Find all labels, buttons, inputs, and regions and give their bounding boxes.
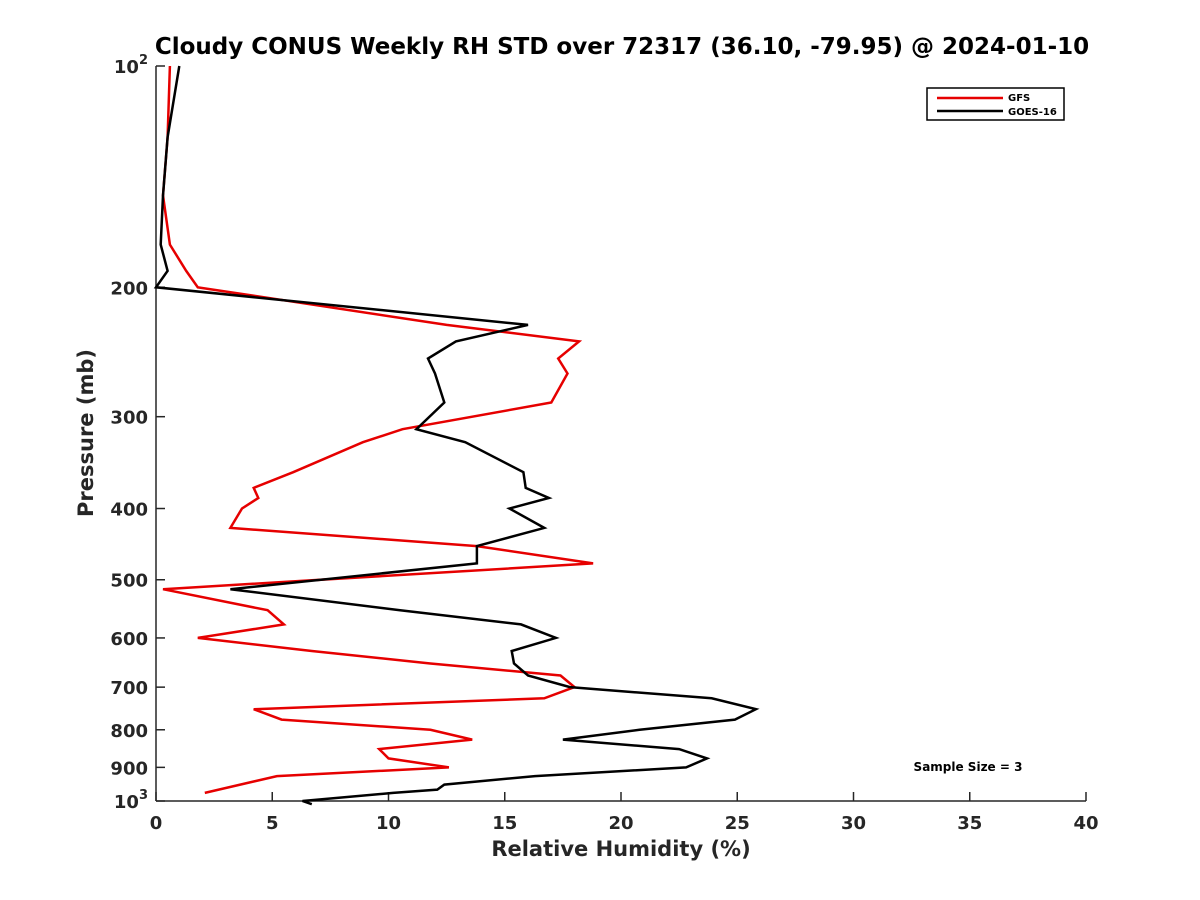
y-axis-label: Pressure (mb)	[74, 349, 98, 517]
x-axis-label: Relative Humidity (%)	[491, 837, 750, 861]
series-layer	[153, 65, 760, 806]
y-tick-label: 300	[110, 408, 148, 429]
x-tick-label: 10	[376, 813, 401, 834]
x-tick-label: 20	[608, 813, 633, 834]
x-tick-label: 40	[1073, 813, 1098, 834]
x-tick-label: 30	[841, 813, 866, 834]
legend-box	[926, 87, 1065, 121]
y-tick-label: 400	[110, 500, 148, 521]
x-axis-ticks: 0 5 10 15 20 25 30 35 40	[150, 792, 1099, 834]
y-tick-label: 103	[114, 788, 148, 813]
series-line-gfs	[161, 65, 594, 795]
chart-title: Cloudy CONUS Weekly RH STD over 72317 (3…	[155, 34, 1089, 60]
y-tick-label: 700	[110, 678, 148, 699]
legend: GFS GOES-16	[926, 87, 1065, 121]
x-tick-label: 0	[150, 813, 163, 834]
y-tick-label: 500	[110, 571, 148, 592]
legend-label-gfs: GFS	[1008, 93, 1030, 104]
y-tick-label: 900	[110, 758, 148, 779]
series-line-goes16	[153, 65, 760, 806]
legend-label-goes16: GOES-16	[1008, 107, 1057, 118]
y-tick-label: 600	[110, 629, 148, 650]
x-tick-label: 25	[725, 813, 750, 834]
y-tick-label: 200	[110, 278, 148, 299]
x-tick-label: 15	[492, 813, 517, 834]
sample-size-annotation: Sample Size = 3	[914, 760, 1023, 774]
y-axis-ticks: 102 200 300 400 500 600 700 800 900 103	[110, 53, 165, 813]
x-tick-label: 35	[957, 813, 982, 834]
y-tick-label: 102	[114, 53, 148, 78]
x-tick-label: 5	[266, 813, 279, 834]
y-tick-label: 800	[110, 721, 148, 742]
